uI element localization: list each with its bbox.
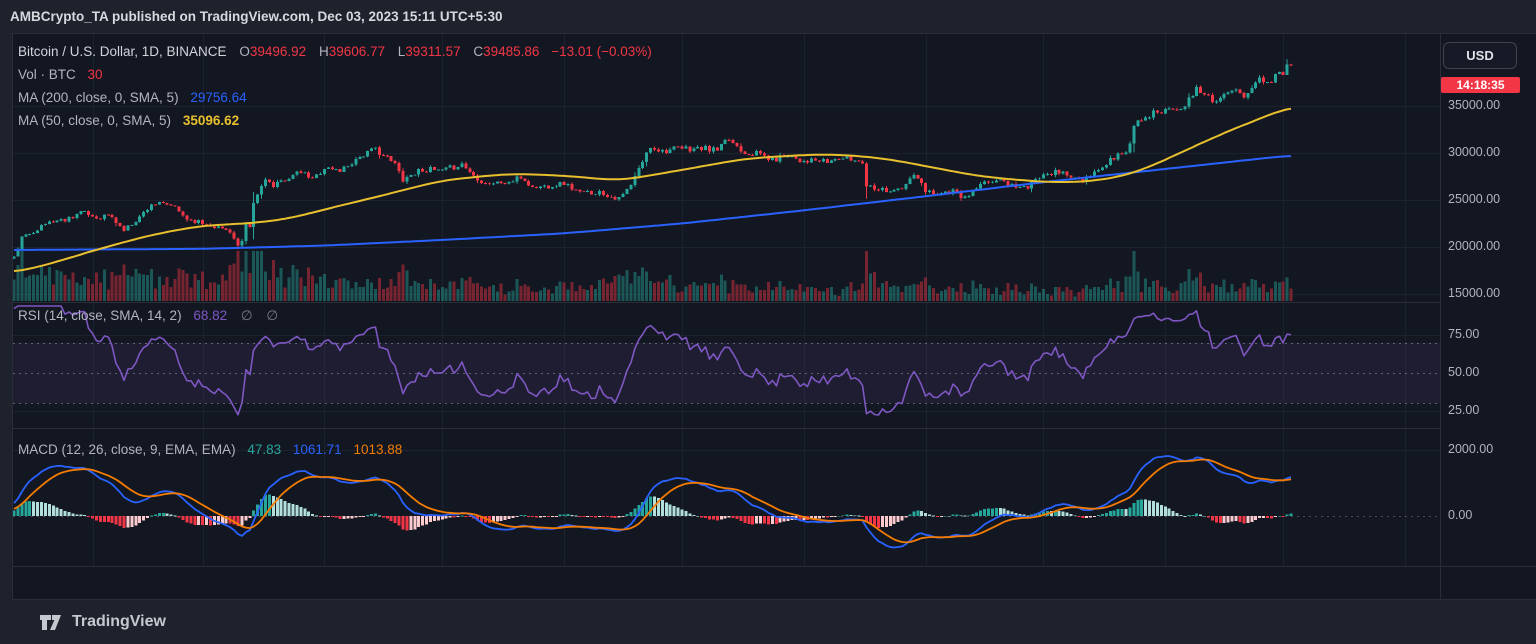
volume-bars-down — [52, 251, 1293, 301]
macd-legend: MACD (12, 26, close, 9, EMA, EMA) 47.83 … — [18, 442, 402, 457]
low-value: 39311.57 — [405, 44, 461, 59]
tradingview-brand-link[interactable]: TradingView — [72, 613, 166, 630]
footer-bar: TradingView — [0, 600, 1536, 644]
macd-tick-label: 0.00 — [1448, 508, 1473, 522]
macd-histogram-up-strong — [12, 494, 1293, 517]
currency-toggle-button[interactable]: USD — [1443, 42, 1517, 69]
publish-header: AMBCrypto_TA published on TradingView.co… — [0, 0, 1536, 33]
volume-label: Vol · BTC — [18, 67, 76, 82]
volume-value: 30 — [87, 67, 103, 82]
ma50-label: MA (50, close, 0, SMA, 5) — [18, 113, 172, 128]
macd-signal-line — [13, 458, 1292, 544]
ma200-legend-row: MA (200, close, 0, SMA, 5) 29756.64 — [18, 86, 652, 109]
open-value: 39496.92 — [249, 44, 307, 59]
price-tick-label: 15000.00 — [1448, 286, 1501, 300]
change-value: −13.01 (−0.03%) — [551, 44, 652, 59]
rsi-tick-label: 75.00 — [1448, 327, 1480, 341]
macd-histogram-down-weak — [126, 516, 1277, 531]
ma200-line — [13, 155, 1292, 251]
rsi-tick-label: 25.00 — [1448, 403, 1480, 417]
high-value: 39606.77 — [328, 44, 385, 59]
ma200-label: MA (200, close, 0, SMA, 5) — [18, 90, 179, 105]
ohlc-legend-row: Bitcoin / U.S. Dollar, 1D, BINANCE O3949… — [18, 40, 652, 63]
vertical-gridlines — [93, 34, 1406, 566]
high-label: H — [318, 44, 329, 59]
rsi-tick-label: 50.00 — [1448, 365, 1480, 379]
macd-signal-value: 1013.88 — [353, 442, 403, 457]
symbol-title: Bitcoin / U.S. Dollar, 1D, BINANCE — [18, 44, 227, 59]
close-value: 39485.86 — [483, 44, 540, 59]
price-tick-label: 20000.00 — [1448, 239, 1501, 253]
rsi-band-lines — [13, 343, 1440, 404]
bar-countdown-badge[interactable]: 14:18:35 — [1441, 77, 1520, 93]
macd-hist-value: 47.83 — [247, 442, 282, 457]
price-tick-label: 30000.00 — [1448, 145, 1501, 159]
macd-label: MACD (12, 26, close, 9, EMA, EMA) — [18, 442, 236, 457]
rsi-value: 68.82 — [193, 308, 228, 323]
ma200-value: 29756.64 — [190, 90, 247, 105]
ma50-value: 35096.62 — [182, 113, 240, 128]
macd-tick-label: 2000.00 — [1448, 442, 1494, 456]
rsi-legend: RSI (14, close, SMA, 14, 2) 68.82 ∅ ∅ — [18, 308, 278, 324]
ma50-legend-row: MA (50, close, 0, SMA, 5) 35096.62 — [18, 109, 652, 132]
price-tick-label: 35000.00 — [1448, 98, 1501, 112]
volume-bars-up — [12, 251, 1289, 301]
time-scale[interactable]: FebMarAprMayJunJulAugSepOctNovDec2024 — [13, 567, 1440, 599]
volume-legend-row: Vol · BTC 30 — [18, 63, 652, 86]
price-tick-label: 25000.00 — [1448, 192, 1501, 206]
rsi-empty-1: ∅ — [240, 308, 253, 323]
ma50-line — [13, 107, 1292, 272]
pane-borders — [12, 33, 1536, 600]
horizontal-gridlines — [13, 106, 1440, 451]
rsi-empty-2: ∅ — [266, 308, 279, 323]
open-label: O — [239, 44, 250, 59]
rsi-label: RSI (14, close, SMA, 14, 2) — [18, 308, 182, 323]
close-label: C — [473, 44, 484, 59]
rsi-line — [13, 305, 1292, 416]
low-label: L — [397, 44, 406, 59]
macd-line-value: 1061.71 — [292, 442, 342, 457]
tradingview-logo-icon[interactable] — [40, 614, 62, 631]
publish-title: AMBCrypto_TA published on TradingView.co… — [10, 9, 503, 24]
price-pane-legend: Bitcoin / U.S. Dollar, 1D, BINANCE O3949… — [18, 40, 652, 132]
